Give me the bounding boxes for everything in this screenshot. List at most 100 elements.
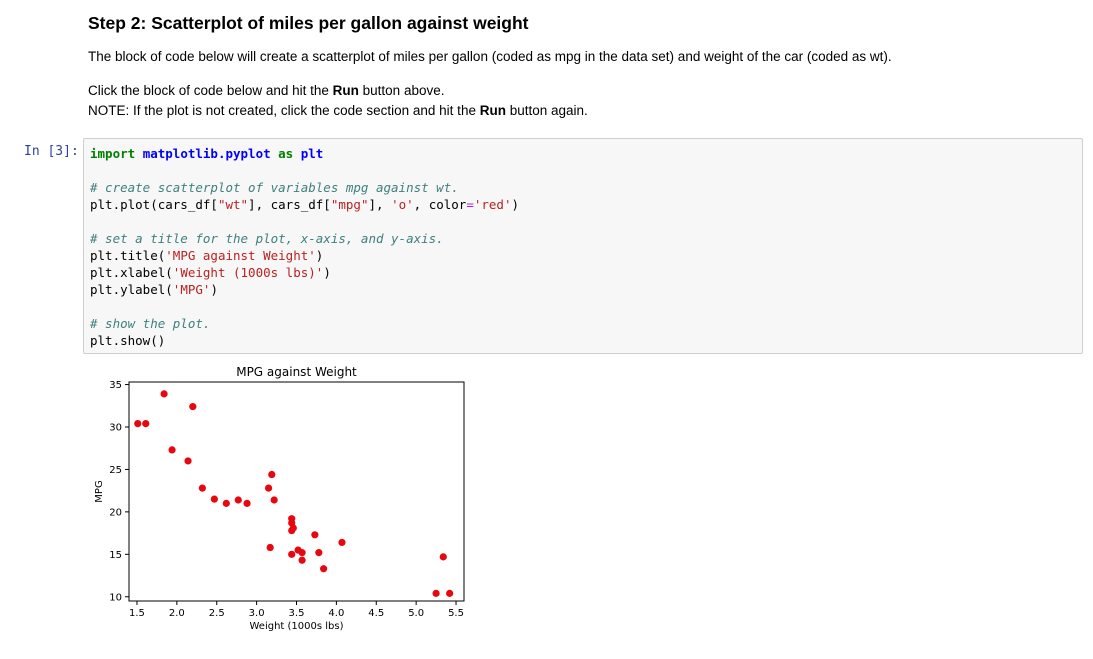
code-line: plt.xlabel('Weight (1000s lbs)'): [90, 264, 519, 281]
y-tick-label: 35: [109, 380, 122, 391]
scatter-point: [142, 419, 150, 428]
x-tick-label: 3.5: [289, 608, 305, 619]
plot-frame: [128, 381, 465, 602]
scatter-point: [270, 496, 278, 504]
code-token: ],: [368, 197, 392, 212]
chart-title: MPG against Weight: [236, 365, 357, 379]
code-token: ): [315, 248, 324, 263]
instruction-text: Click the block of code below and hit th…: [88, 83, 333, 98]
scatter-point: [168, 446, 176, 454]
scatter-point: [134, 419, 142, 428]
scatter-point: [266, 543, 274, 552]
scatter-point: [320, 565, 328, 573]
scatter-chart: MPG against Weight Weight (1000s lbs) MP…: [94, 365, 465, 632]
code-line: plt.show(): [90, 332, 519, 349]
code-token: as: [278, 146, 294, 161]
x-tick-label: 4.0: [328, 608, 344, 619]
scatter-point: [432, 589, 440, 597]
x-tick-label: 2.5: [209, 608, 225, 619]
code-token: # set a title for the plot, x-axis, and …: [90, 231, 444, 246]
y-tick-label: 20: [109, 507, 122, 518]
instruction-suffix: button above.: [358, 83, 445, 98]
code-token: plt.title(: [90, 248, 166, 263]
code-token: 'red': [473, 197, 512, 212]
code-line: # show the plot.: [90, 315, 519, 332]
scatter-point: [210, 495, 218, 503]
scatter-point: [315, 549, 323, 557]
note-text: NOTE: If the plot is not created, click …: [88, 103, 480, 118]
scatter-point: [222, 499, 230, 507]
code-token: 'MPG': [172, 282, 211, 297]
code-token: plt: [300, 146, 324, 161]
code-token: =: [466, 197, 474, 212]
intro-paragraph: The block of code below will create a sc…: [88, 49, 892, 64]
y-tick-label: 30: [109, 422, 122, 433]
code-editor[interactable]: import matplotlib.pyplot as plt # create …: [90, 145, 519, 349]
code-token: # create scatterplot of variables mpg ag…: [90, 180, 459, 195]
scatter-point: [288, 550, 296, 558]
code-token: 'o': [391, 197, 414, 212]
instruction-paragraph: Click the block of code below and hit th…: [88, 81, 1078, 101]
x-tick-label: 5.0: [408, 608, 424, 619]
code-token: # show the plot.: [90, 316, 211, 331]
scatter-point: [264, 484, 273, 492]
scatter-point: [439, 553, 447, 561]
code-line: # set a title for the plot, x-axis, and …: [90, 230, 519, 247]
y-tick-label: 10: [109, 592, 122, 603]
scatter-point: [189, 403, 197, 411]
code-token: ], cars_df[: [248, 197, 331, 212]
code-token: , color: [413, 197, 467, 212]
x-axis-label: Weight (1000s lbs): [250, 621, 344, 632]
code-cell[interactable]: import matplotlib.pyplot as plt # create …: [83, 138, 1083, 354]
code-line: [90, 162, 519, 179]
code-token: plt.ylabel(: [90, 282, 173, 297]
code-token: "wt": [217, 197, 249, 212]
code-token: ): [210, 282, 218, 297]
markdown-cell[interactable]: Step 2: Scatterplot of miles per gallon …: [88, 8, 1078, 121]
x-tick-label: 3.0: [249, 608, 265, 619]
scatter-point: [338, 538, 346, 547]
y-tick-label: 25: [109, 465, 122, 476]
x-tick-label: 4.5: [368, 608, 384, 619]
y-tick-label: 15: [109, 550, 122, 561]
code-token: import: [90, 146, 136, 161]
code-token: 'MPG against Weight': [165, 248, 316, 263]
code-line: plt.ylabel('MPG'): [90, 281, 519, 298]
output-plot: MPG against Weight Weight (1000s lbs) MP…: [88, 362, 478, 642]
code-token: [135, 146, 143, 161]
scatter-point: [298, 556, 306, 564]
code-token: matplotlib.pyplot: [142, 146, 271, 161]
y-axis-label: MPG: [94, 480, 105, 502]
scatter-point: [160, 390, 168, 398]
section-heading: Step 2: Scatterplot of miles per gallon …: [88, 13, 529, 33]
code-token: [293, 146, 301, 161]
code-token: ): [511, 197, 520, 212]
code-line: [90, 298, 519, 315]
code-line: [90, 213, 519, 230]
scatter-point: [184, 457, 192, 465]
code-token: ): [323, 265, 331, 280]
code-token: plt.xlabel(: [90, 265, 173, 280]
code-line: # create scatterplot of variables mpg ag…: [90, 179, 519, 196]
scatter-point: [289, 524, 297, 532]
run-label: Run: [332, 83, 359, 98]
scatter-point: [243, 499, 251, 507]
note-suffix: button again.: [505, 103, 588, 118]
scatter-point: [446, 589, 454, 597]
code-line: plt.title('MPG against Weight'): [90, 247, 519, 264]
code-token: "mpg": [330, 197, 369, 212]
code-line: plt.plot(cars_df["wt"], cars_df["mpg"], …: [90, 196, 519, 213]
code-token: 'Weight (1000s lbs)': [172, 265, 324, 280]
scatter-point: [234, 496, 242, 504]
code-token: plt.plot(cars_df[: [90, 197, 218, 212]
note-paragraph: NOTE: If the plot is not created, click …: [88, 101, 1078, 121]
run-label-note: Run: [479, 103, 506, 118]
code-line: import matplotlib.pyplot as plt: [90, 145, 519, 162]
x-tick-label: 5.5: [448, 608, 464, 619]
code-token: plt.show(): [90, 333, 166, 348]
x-tick-label: 2.0: [169, 608, 185, 619]
input-prompt: In [3]:: [24, 144, 79, 159]
data-points: [134, 390, 454, 597]
scatter-point: [311, 531, 319, 539]
scatter-point: [268, 470, 276, 479]
